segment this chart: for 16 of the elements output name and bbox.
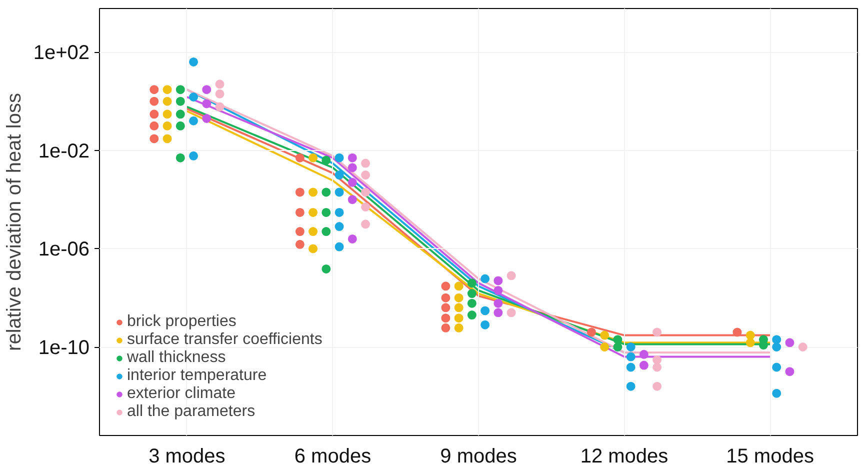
x-tick-label: 12 modes	[580, 446, 668, 468]
legend-label: brick properties	[127, 313, 236, 331]
x-tick-label: 3 modes	[148, 446, 226, 468]
y-axis-title: relative deviation of heat loss	[3, 93, 26, 351]
y-tick-label: 1e-02	[38, 140, 90, 162]
legend-label: interior temperature	[127, 367, 267, 385]
y-tick-label: 1e-06	[38, 238, 90, 261]
legend-label: surface transfer coefficients	[127, 331, 322, 349]
legend-label: exterior climate	[127, 385, 236, 403]
y-tick-label: 1e-10	[38, 337, 90, 360]
legend-label: wall thickness	[127, 349, 226, 367]
legend-label: all the parameters	[127, 403, 256, 421]
x-tick-label: 6 modes	[294, 446, 372, 468]
y-tick-label: 1e+02	[33, 42, 90, 64]
x-tick-label: 15 modes	[726, 446, 814, 468]
x-tick-label: 9 modes	[440, 446, 517, 468]
